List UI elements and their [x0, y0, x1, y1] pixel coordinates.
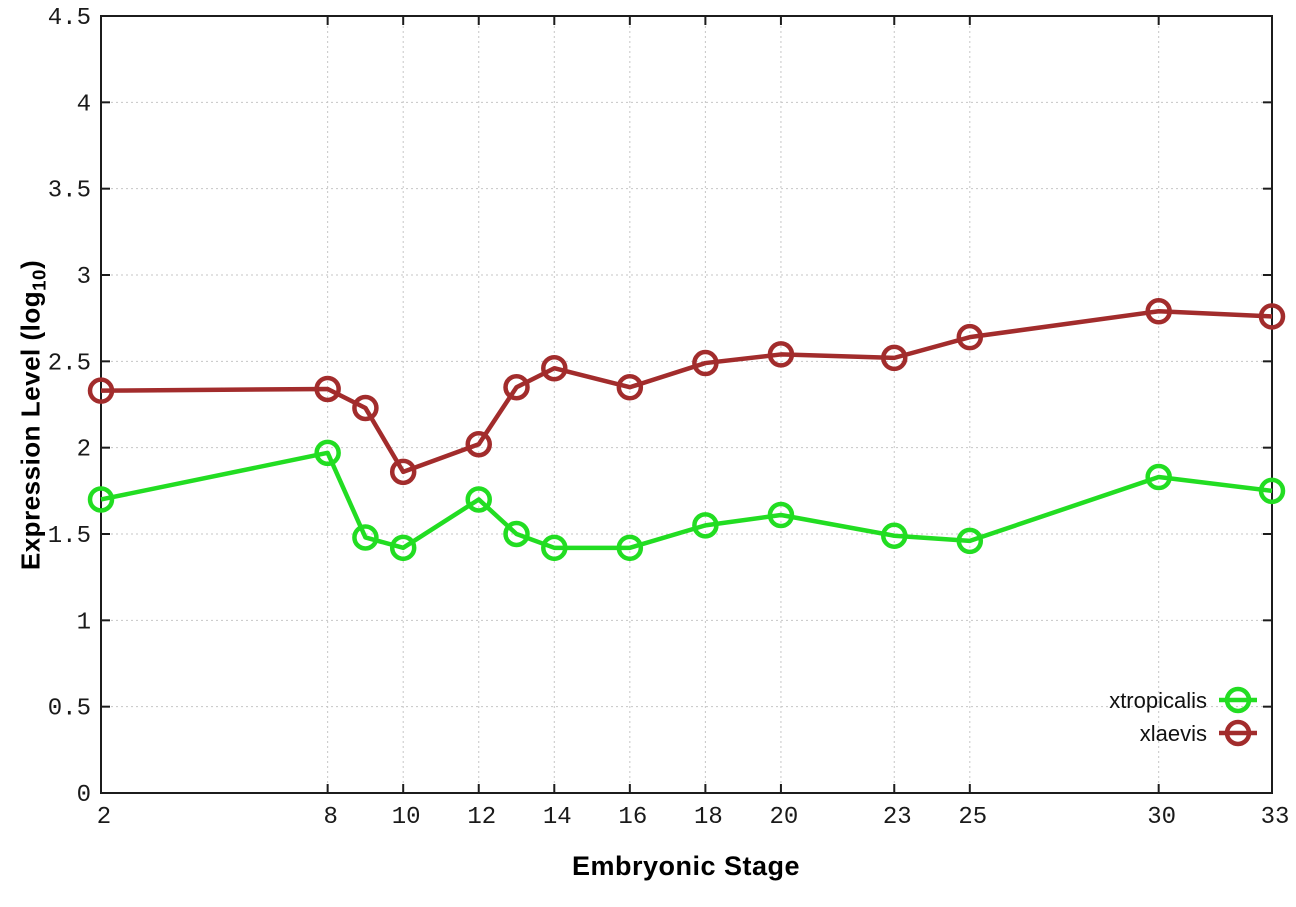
y-tick-label: 1 — [77, 609, 91, 636]
x-tick-label: 33 — [1261, 804, 1290, 831]
data-point-marker-xtropicalis — [314, 439, 341, 467]
data-point-marker-xlaevis — [881, 344, 908, 372]
y-tick-label: 4 — [77, 91, 91, 118]
data-point-marker-xtropicalis — [1145, 463, 1172, 491]
data-point-marker-xlaevis — [465, 430, 492, 458]
data-point-marker-xlaevis — [541, 354, 568, 382]
y-tick-label: 2.5 — [48, 350, 91, 377]
y-tick-label: 4.5 — [48, 5, 91, 32]
x-tick-label: 20 — [770, 804, 799, 831]
data-point-marker-xlaevis — [956, 323, 984, 351]
x-tick-label: 23 — [883, 804, 912, 831]
data-point-marker-xlaevis — [1258, 303, 1286, 330]
tick-marks — [100, 15, 1273, 794]
data-point-marker-xlaevis — [1145, 298, 1172, 325]
data-point-marker-xtropicalis — [692, 512, 719, 539]
data-point-marker-xlaevis — [314, 375, 341, 403]
y-tick-label: 3 — [77, 264, 91, 291]
data-point-marker-xlaevis — [503, 373, 530, 401]
y-axis-title-subscript: 10 — [28, 269, 50, 291]
x-tick-label: 10 — [392, 804, 421, 831]
x-axis-title: Embryonic Stage — [571, 851, 801, 881]
x-tick-label: 12 — [467, 804, 496, 831]
data-point-marker-xtropicalis — [541, 534, 568, 562]
data-point-marker-xtropicalis — [503, 520, 530, 548]
legend: xtropicalis xlaevis — [1109, 686, 1257, 747]
legend-marker-icon — [1224, 719, 1252, 747]
x-tick-label: 16 — [618, 804, 647, 831]
data-point-marker-xtropicalis — [956, 527, 984, 555]
y-axis-title-close: ) — [15, 259, 46, 270]
plot-border — [100, 15, 1273, 794]
y-axis-title-text: Expression Level (log — [15, 290, 46, 571]
data-point-marker-xlaevis — [616, 373, 644, 401]
data-point-marker-xtropicalis — [87, 486, 115, 513]
data-point-marker-xtropicalis — [352, 524, 379, 551]
x-tick-label: 8 — [323, 804, 337, 831]
data-point-marker-xtropicalis — [1258, 477, 1286, 505]
y-tick-label: 0 — [77, 782, 91, 809]
x-tick-label: 25 — [958, 804, 987, 831]
data-point-marker-xlaevis — [692, 349, 719, 377]
y-axis-title: Expression Level (log10) — [15, 260, 50, 570]
legend-label: xtropicalis — [1109, 688, 1207, 713]
y-tick-label: 3.5 — [48, 178, 91, 205]
data-point-marker-xtropicalis — [616, 534, 644, 562]
data-point-marker-xtropicalis — [389, 534, 417, 562]
data-point-marker-xtropicalis — [881, 522, 908, 549]
data-point-marker-xlaevis — [87, 377, 115, 404]
data-point-marker-xtropicalis — [767, 501, 795, 529]
grid-lines — [101, 16, 1272, 793]
y-tick-label: 1.5 — [48, 523, 91, 550]
y-tick-label: 2 — [77, 437, 91, 464]
data-point-marker-xlaevis — [352, 394, 379, 422]
data-point-marker-xtropicalis — [465, 486, 492, 513]
x-tick-label: 2 — [97, 804, 111, 831]
data-point-marker-xlaevis — [767, 341, 795, 368]
legend-marker-icon — [1224, 686, 1252, 714]
x-tick-label: 14 — [543, 804, 572, 831]
data-point-marker-xlaevis — [389, 458, 417, 486]
y-tick-label: 0.5 — [48, 696, 91, 723]
x-tick-label: 30 — [1147, 804, 1176, 831]
legend-label: xlaevis — [1140, 721, 1207, 746]
x-tick-label: 18 — [694, 804, 723, 831]
